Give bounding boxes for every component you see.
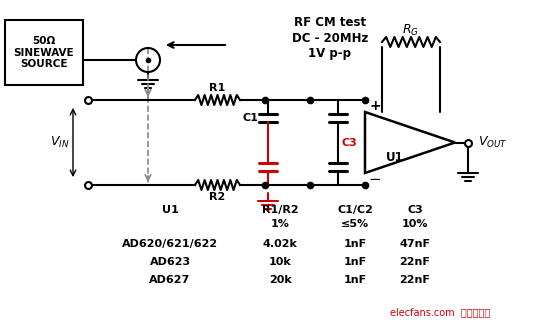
Text: 1nF: 1nF (343, 239, 366, 249)
Text: R1/R2: R1/R2 (262, 205, 298, 215)
Text: 1%: 1% (271, 219, 289, 229)
Text: AD623: AD623 (150, 257, 190, 267)
Text: 22nF: 22nF (399, 275, 431, 285)
FancyBboxPatch shape (5, 20, 83, 85)
Text: ≤5%: ≤5% (341, 219, 369, 229)
Text: RF CM test
DC - 20MHz
1V p-p: RF CM test DC - 20MHz 1V p-p (292, 16, 368, 59)
Text: R2: R2 (210, 192, 226, 202)
Text: −: − (368, 171, 381, 186)
Text: 1nF: 1nF (343, 275, 366, 285)
Text: C3: C3 (341, 137, 357, 148)
Text: $R_G$: $R_G$ (403, 23, 420, 38)
Text: C1: C1 (242, 113, 258, 123)
Text: 10k: 10k (268, 257, 292, 267)
Text: R1: R1 (210, 83, 226, 93)
Text: 20k: 20k (268, 275, 292, 285)
Text: 1nF: 1nF (343, 257, 366, 267)
Text: 10%: 10% (402, 219, 428, 229)
Text: U1: U1 (162, 205, 178, 215)
Text: 50Ω
SINEWAVE
SOURCE: 50Ω SINEWAVE SOURCE (14, 36, 74, 69)
Text: +: + (369, 99, 381, 113)
Text: 4.02k: 4.02k (262, 239, 298, 249)
Text: $V_{IN}$: $V_{IN}$ (50, 135, 70, 150)
Text: 22nF: 22nF (399, 257, 431, 267)
Text: C1/C2: C1/C2 (337, 205, 373, 215)
Text: U1: U1 (386, 151, 404, 164)
Text: AD627: AD627 (150, 275, 191, 285)
Text: 47nF: 47nF (399, 239, 431, 249)
Text: C3: C3 (407, 205, 423, 215)
Text: $V_{OUT}$: $V_{OUT}$ (478, 135, 508, 150)
Text: AD620/621/622: AD620/621/622 (122, 239, 218, 249)
Text: elecfans.com  电子发烧友: elecfans.com 电子发烧友 (390, 307, 490, 317)
